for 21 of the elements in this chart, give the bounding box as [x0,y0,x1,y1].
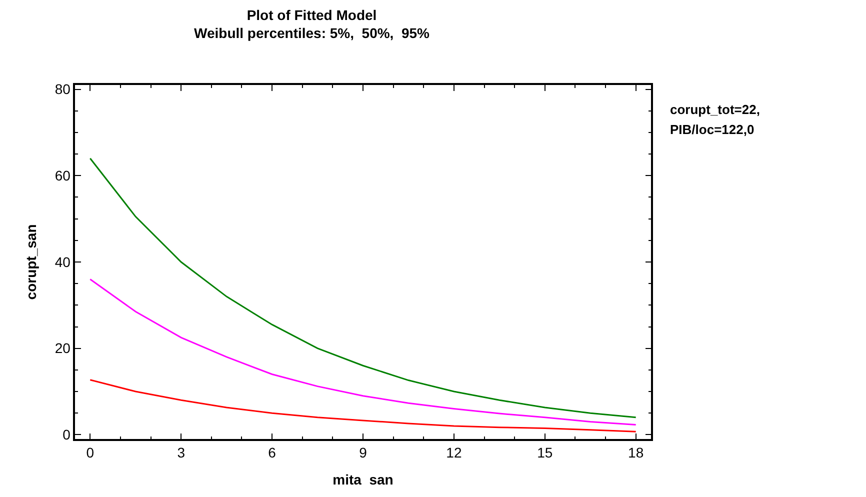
y-tick-label: 20 [54,340,71,356]
y-tick-label: 60 [54,168,71,184]
x-tick-label: 12 [446,444,462,461]
text: corupt_tot=22, [670,102,760,117]
x-tick-label: 0 [86,444,94,461]
line-series [89,379,637,432]
y-axis-title: corupt_san [22,224,39,300]
text: PIB/loc=122,0 [670,122,754,137]
x-tick-label: 9 [359,444,368,461]
line-series [89,278,637,426]
y-tick-label: 40 [54,254,71,270]
x-tick-label: 6 [268,444,276,461]
y-tick-label: 0 [62,426,71,443]
chart-subtitle: Weibull percentiles: 5%, 50%, 95% [194,25,430,42]
x-tick-label: 3 [177,444,186,461]
y-tick-label: 80 [54,81,71,98]
line-series [89,158,637,418]
x-tick-label: 18 [628,444,644,461]
chart-title: Plot of Fitted Model [246,6,377,23]
x-axis-title: mita san [332,471,394,488]
x-tick-label: 15 [537,444,553,461]
